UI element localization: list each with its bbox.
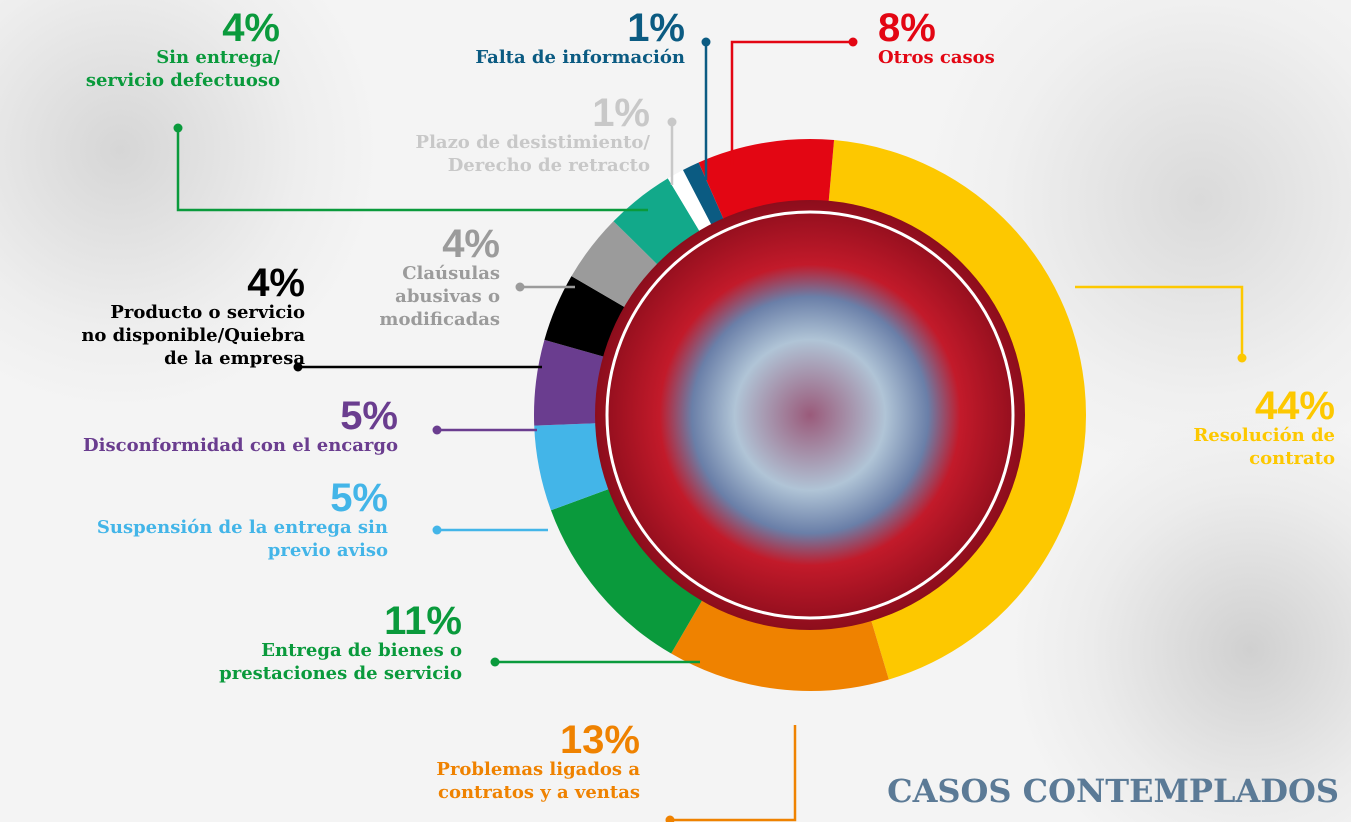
leader-dot — [666, 816, 675, 822]
category-label: Resolución de contrato — [1135, 424, 1335, 470]
donut-segment — [574, 292, 598, 349]
value-label: 1% — [385, 10, 685, 46]
value-label: 11% — [142, 603, 462, 639]
category-label: Otros casos — [878, 46, 1078, 69]
value-label: 5% — [0, 398, 398, 434]
leader-line — [1075, 287, 1242, 358]
segment-label: 13%Problemas ligados a contratos y a ven… — [340, 722, 640, 804]
leader-line — [670, 725, 795, 820]
segment-label: 4%Claúsulas abusivas o modificadas — [300, 226, 500, 331]
leader-dot — [433, 426, 442, 435]
segment-label: 5%Disconformidad con el encargo — [0, 398, 398, 457]
donut-segment — [598, 243, 635, 292]
category-label: Problemas ligados a contratos y a ventas — [340, 758, 640, 804]
category-label: Plazo de desistimiento/ Derecho de retra… — [330, 131, 650, 177]
segment-label: 4%Sin entrega/ servicio defectuoso — [0, 10, 280, 92]
infographic: CASOS CONTEMPLADOS 44%Resolución de cont… — [0, 0, 1351, 822]
segment-label: 11%Entrega de bienes o prestaciones de s… — [142, 603, 462, 685]
category-label: Claúsulas abusivas o modificadas — [300, 262, 500, 331]
value-label: 4% — [300, 226, 500, 262]
category-label: Falta de información — [385, 46, 685, 69]
segment-label: 4%Producto o servicio no disponible/Quie… — [5, 265, 305, 370]
value-label: 8% — [878, 10, 1078, 46]
donut-segment — [711, 170, 831, 191]
donut-segment — [684, 197, 697, 205]
category-label: Entrega de bienes o prestaciones de serv… — [142, 639, 462, 685]
value-label: 5% — [8, 480, 388, 516]
leader-dot — [849, 38, 858, 47]
center-image — [595, 200, 1025, 630]
chart-title: CASOS CONTEMPLADOS — [887, 772, 1339, 810]
leader-dot — [491, 658, 500, 667]
category-label: Suspensión de la entrega sin previo avis… — [8, 516, 388, 562]
segment-label: 8%Otros casos — [878, 10, 1078, 69]
segment-label: 1%Falta de información — [385, 10, 685, 69]
leader-dot — [668, 118, 677, 127]
donut-segment — [687, 627, 880, 660]
category-label: Sin entrega/ servicio defectuoso — [0, 46, 280, 92]
value-label: 1% — [330, 95, 650, 131]
value-label: 13% — [340, 722, 640, 758]
value-label: 4% — [0, 10, 280, 46]
donut-segment — [565, 348, 574, 424]
segment-label: 44%Resolución de contrato — [1135, 388, 1335, 470]
value-label: 4% — [5, 265, 305, 301]
leader-dot — [433, 526, 442, 535]
leader-dot — [174, 124, 183, 133]
value-label: 44% — [1135, 388, 1335, 424]
segment-label: 5%Suspensión de la entrega sin previo av… — [8, 480, 388, 562]
category-label: Producto o servicio no disponible/Quiebr… — [5, 301, 305, 370]
category-label: Disconformidad con el encargo — [0, 434, 398, 457]
donut-segment — [697, 191, 711, 198]
leader-dot — [1238, 354, 1247, 363]
donut-segment — [565, 424, 580, 499]
segment-label: 1%Plazo de desistimiento/ Derecho de ret… — [330, 95, 650, 177]
leader-dot — [516, 283, 525, 292]
leader-dot — [702, 38, 711, 47]
